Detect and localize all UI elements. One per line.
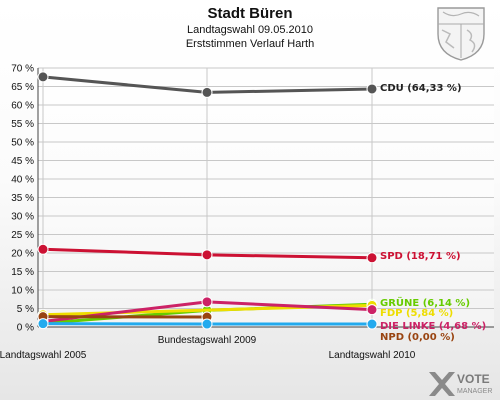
x-tick-label: Landtagswahl 2010: [329, 350, 416, 361]
y-tick-label: 10 %: [11, 286, 34, 297]
y-tick-label: 70 %: [11, 64, 34, 75]
data-label-cdu: CDU (64,33 %): [380, 83, 462, 94]
logo-text-manager: MANAGER: [457, 388, 492, 395]
data-point-die-linke: [201, 296, 213, 308]
y-tick-label: 45 %: [11, 156, 34, 167]
chart-subtitle-description: Erststimmen Verlauf Harth: [185, 38, 315, 50]
data-point-cdu: [37, 71, 49, 83]
y-tick-label: 25 %: [11, 230, 34, 241]
data-label-gr-ne: GRÜNE (6,14 %): [380, 295, 470, 309]
y-tick-label: 0 %: [17, 323, 34, 334]
data-point-die-linke: [366, 304, 378, 316]
chart-title: Stadt Büren: [207, 5, 293, 22]
y-tick-label: 20 %: [11, 249, 34, 260]
data-point-sonstige: [201, 318, 213, 330]
y-tick-label: 15 %: [11, 267, 34, 278]
votemanager-logo: VOTE MANAGER: [429, 372, 492, 396]
y-tick-label: 35 %: [11, 193, 34, 204]
data-point-cdu: [201, 86, 213, 98]
data-label-fdp: FDP (5,84 %): [380, 308, 453, 319]
y-tick-label: 60 %: [11, 101, 34, 112]
x-tick-label: Landtagswahl 2005: [0, 350, 87, 361]
data-label-npd: NPD (0,00 %): [380, 332, 455, 343]
data-point-spd: [201, 249, 213, 261]
data-point-sonstige: [366, 318, 378, 330]
data-point-spd: [366, 252, 378, 264]
y-tick-label: 65 %: [11, 82, 34, 93]
y-tick-label: 50 %: [11, 138, 34, 149]
data-point-spd: [37, 243, 49, 255]
chart-subtitle-election: Landtagswahl 09.05.2010: [187, 24, 313, 36]
y-tick-label: 40 %: [11, 175, 34, 186]
x-tick-label: Bundestagswahl 2009: [158, 335, 257, 346]
y-tick-label: 30 %: [11, 212, 34, 223]
data-label-die-linke: DIE LINKE (4,68 %): [380, 321, 486, 332]
data-label-spd: SPD (18,71 %): [380, 251, 461, 262]
logo-text-vote: VOTE: [457, 372, 490, 386]
data-point-sonstige: [37, 318, 49, 330]
nrw-coat-of-arms-icon: [437, 7, 485, 61]
y-tick-label: 55 %: [11, 119, 34, 130]
data-point-cdu: [366, 83, 378, 95]
y-tick-label: 5 %: [17, 304, 34, 315]
